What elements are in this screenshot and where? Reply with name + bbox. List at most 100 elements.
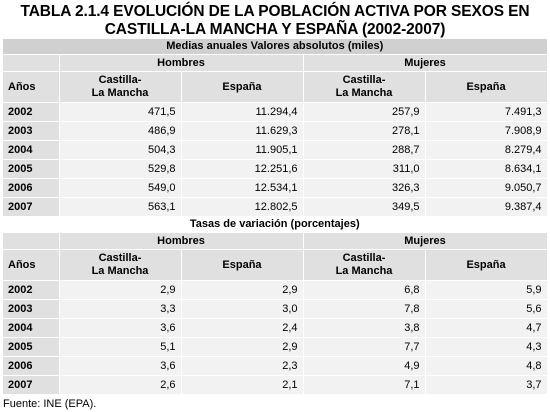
table-row: 2007 2,6 2,1 7,1 3,7 [3,375,548,395]
cell-hombres-esp: 12.534,1 [181,178,304,198]
cell-hombres-esp: 3,0 [181,299,304,319]
col-header-hombres-esp: España [181,249,304,281]
table-row: 2004 3,6 2,4 3,8 4,7 [3,318,548,338]
section2-group-row: Hombres Mujeres [3,232,548,250]
cell-mujeres-esp: 3,7 [425,375,548,395]
table-row: 2004 504,3 11.905,1 288,7 8.279,4 [3,140,548,160]
table-row: 2003 3,3 3,0 7,8 5,6 [3,299,548,319]
cell-mujeres-clm: 7,1 [303,375,426,395]
row-year: 2003 [3,299,60,319]
row-year: 2006 [3,356,60,376]
cell-mujeres-esp: 8.634,1 [425,159,548,179]
cell-hombres-esp: 2,4 [181,318,304,338]
col-header-clm-line1: Castilla- [342,74,386,86]
cell-mujeres-esp: 7.491,3 [425,102,548,122]
col-header-hombres-clm: Castilla- La Mancha [59,249,182,281]
cell-mujeres-clm: 288,7 [303,140,426,160]
section1-heading: Medias anuales Valores absolutos (miles) [3,39,548,55]
cell-mujeres-esp: 9.050,7 [425,178,548,198]
data-table: Medias anuales Valores absolutos (miles)… [3,39,548,395]
cell-mujeres-esp: 9.387,4 [425,197,548,217]
table-row: 2005 5,1 2,9 7,7 4,3 [3,337,548,357]
table-title: TABLA 2.1.4 EVOLUCIÓN DE LA POBLACIÓN AC… [0,0,550,39]
cell-hombres-clm: 2,6 [59,375,182,395]
row-year: 2004 [3,318,60,338]
col-header-clm-line2: La Mancha [335,87,393,99]
group-mujeres: Mujeres [303,54,548,72]
col-header-mujeres-clm: Castilla- La Mancha [303,71,426,103]
cell-hombres-esp: 11.629,3 [181,121,304,141]
cell-hombres-esp: 11.294,4 [181,102,304,122]
col-header-clm-line2: La Mancha [335,265,393,277]
cell-hombres-esp: 2,9 [181,280,304,300]
col-header-years: Años [3,71,60,103]
title-line-2: CASTILLA-LA MANCHA Y ESPAÑA (2002-2007) [104,21,446,38]
group-blank-cell [3,54,60,72]
cell-hombres-clm: 5,1 [59,337,182,357]
row-year: 2007 [3,197,60,217]
cell-mujeres-esp: 5,9 [425,280,548,300]
cell-mujeres-clm: 4,9 [303,356,426,376]
col-header-hombres-esp: España [181,71,304,103]
row-year: 2006 [3,178,60,198]
col-header-mujeres-esp: España [425,249,548,281]
table-row: 2007 563,1 12.802,5 349,5 9.387,4 [3,197,548,217]
table-row: 2006 3,6 2,3 4,9 4,8 [3,356,548,376]
cell-hombres-clm: 486,9 [59,121,182,141]
cell-mujeres-clm: 7,7 [303,337,426,357]
cell-hombres-esp: 2,9 [181,337,304,357]
cell-hombres-clm: 3,6 [59,356,182,376]
cell-mujeres-esp: 4,8 [425,356,548,376]
cell-mujeres-clm: 6,8 [303,280,426,300]
cell-mujeres-clm: 311,0 [303,159,426,179]
table-row: 2002 2,9 2,9 6,8 5,9 [3,280,548,300]
cell-hombres-clm: 563,1 [59,197,182,217]
cell-mujeres-esp: 4,3 [425,337,548,357]
cell-hombres-clm: 471,5 [59,102,182,122]
cell-mujeres-esp: 7.908,9 [425,121,548,141]
cell-hombres-clm: 3,6 [59,318,182,338]
section2-heading-row: Tasas de variación (porcentajes) [3,216,548,233]
cell-hombres-clm: 529,8 [59,159,182,179]
col-header-mujeres-clm: Castilla- La Mancha [303,249,426,281]
col-header-clm-line1: Castilla- [98,252,142,264]
cell-mujeres-esp: 5,6 [425,299,548,319]
cell-mujeres-clm: 257,9 [303,102,426,122]
section2-column-header-row: Años Castilla- La Mancha España Castilla… [3,249,548,281]
table-row: 2002 471,5 11.294,4 257,9 7.491,3 [3,102,548,122]
col-header-clm-line2: La Mancha [91,265,149,277]
group-hombres: Hombres [59,232,304,250]
cell-hombres-esp: 2,3 [181,356,304,376]
row-year: 2005 [3,337,60,357]
col-header-hombres-clm: Castilla- La Mancha [59,71,182,103]
section1-column-header-row: Años Castilla- La Mancha España Castilla… [3,71,548,103]
col-header-clm-line2: La Mancha [91,87,149,99]
col-header-years: Años [3,249,60,281]
cell-mujeres-clm: 326,3 [303,178,426,198]
table-row: 2003 486,9 11.629,3 278,1 7.908,9 [3,121,548,141]
cell-hombres-esp: 2,1 [181,375,304,395]
section1-heading-row: Medias anuales Valores absolutos (miles) [3,39,548,55]
cell-mujeres-clm: 3,8 [303,318,426,338]
cell-hombres-esp: 11.905,1 [181,140,304,160]
row-year: 2002 [3,280,60,300]
row-year: 2007 [3,375,60,395]
row-year: 2004 [3,140,60,160]
group-blank-cell [3,232,60,250]
cell-mujeres-clm: 7,8 [303,299,426,319]
table-row: 2005 529,8 12.251,6 311,0 8.634,1 [3,159,548,179]
col-header-mujeres-esp: España [425,71,548,103]
group-mujeres: Mujeres [303,232,548,250]
cell-mujeres-clm: 278,1 [303,121,426,141]
cell-hombres-esp: 12.251,6 [181,159,304,179]
cell-hombres-clm: 549,0 [59,178,182,198]
cell-hombres-clm: 2,9 [59,280,182,300]
col-header-clm-line1: Castilla- [342,252,386,264]
cell-hombres-clm: 504,3 [59,140,182,160]
row-year: 2005 [3,159,60,179]
cell-hombres-clm: 3,3 [59,299,182,319]
table-row: 2006 549,0 12.534,1 326,3 9.050,7 [3,178,548,198]
group-hombres: Hombres [59,54,304,72]
row-year: 2003 [3,121,60,141]
